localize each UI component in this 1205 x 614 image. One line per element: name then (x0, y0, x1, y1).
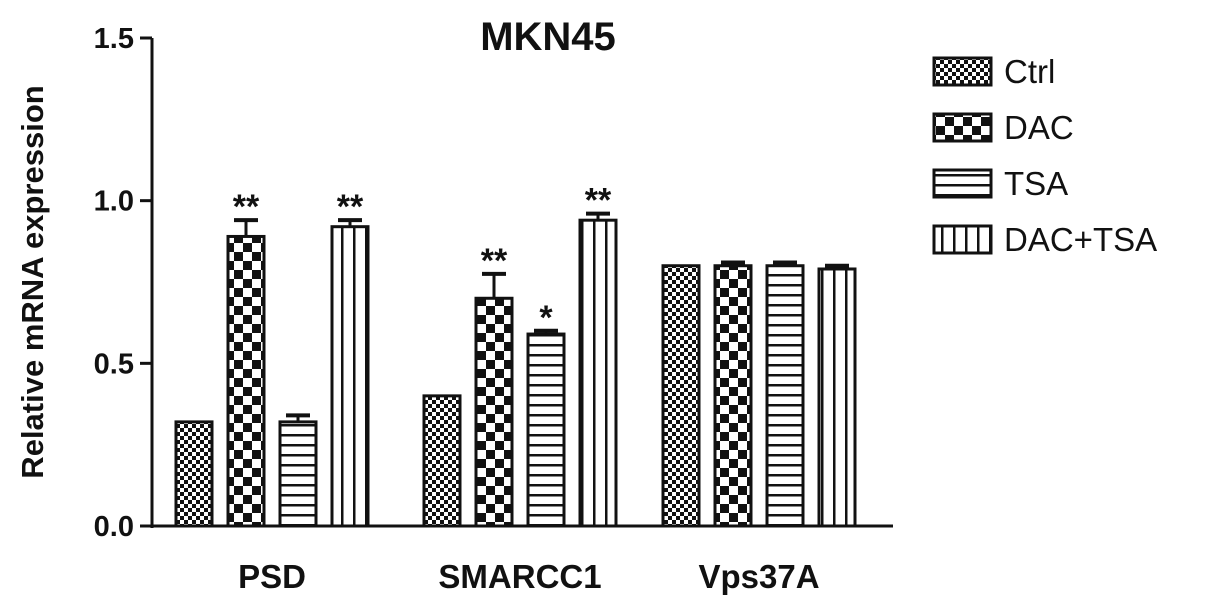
legend-label: DAC+TSA (1004, 221, 1157, 258)
significance-label: ** (337, 188, 364, 226)
y-tick-label: 0.0 (94, 511, 134, 543)
legend-label: TSA (1004, 165, 1068, 202)
legend: Ctrl DAC TSA DAC+TSA (932, 53, 1157, 258)
y-tick-label: 1.0 (94, 186, 134, 218)
y-tick-label: 0.5 (94, 348, 134, 380)
y-axis-label: Relative mRNA expression (15, 85, 50, 478)
category-labels: PSD SMARCC1 Vps37A (238, 558, 819, 595)
significance-label: ** (585, 182, 612, 220)
chart-title: MKN45 (480, 15, 616, 59)
legend-label: DAC (1004, 109, 1074, 146)
bar-dac-smarcc1 (474, 296, 514, 528)
bar-tsa-vps37a (765, 264, 805, 528)
legend-swatch-dac-tsa (932, 224, 993, 255)
bar-dac-tsa-psd (330, 225, 370, 528)
bar-dac-tsa-vps37a (817, 267, 857, 528)
x-category-label: PSD (238, 558, 306, 595)
legend-swatch-ctrl (932, 56, 993, 87)
legend-label: Ctrl (1004, 53, 1055, 90)
bar-dac-tsa-smarcc1 (578, 218, 618, 528)
bar-dac-vps37a (713, 264, 753, 528)
y-tick-label: 1.5 (94, 23, 134, 55)
bar-tsa-psd (278, 420, 318, 528)
significance-label: * (539, 299, 553, 337)
bar-tsa-smarcc1 (526, 332, 566, 528)
bars: ** ******* (174, 182, 857, 528)
bar-ctrl-smarcc1 (422, 394, 462, 528)
y-ticks: 0.0 0.5 1.0 1.5 (94, 23, 152, 543)
significance-label: ** (481, 242, 508, 280)
bar-ctrl-psd (174, 420, 214, 528)
bar-dac-psd (226, 234, 266, 528)
x-category-label: Vps37A (698, 558, 819, 595)
significance-label: ** (233, 188, 260, 226)
x-category-label: SMARCC1 (438, 558, 601, 595)
legend-swatch-dac (932, 112, 993, 143)
bar-ctrl-vps37a (661, 264, 701, 528)
legend-swatch-tsa (932, 168, 993, 199)
